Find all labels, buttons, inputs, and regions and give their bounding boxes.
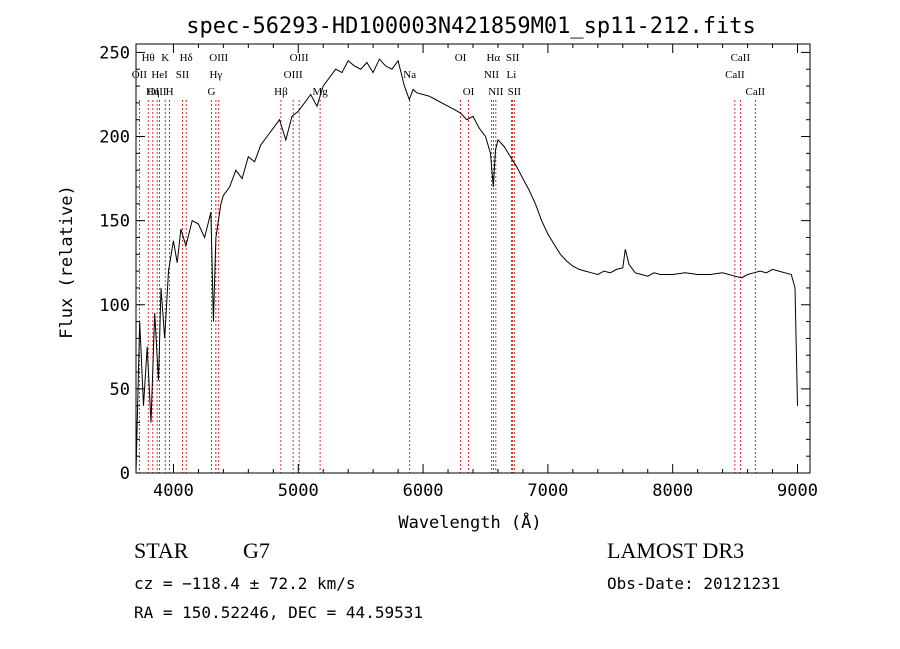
y-tick-label: 50: [110, 380, 130, 400]
object-class: STAR: [134, 538, 189, 563]
chart-title: spec-56293-HD100003N421859M01_sp11-212.f…: [186, 14, 756, 39]
y-tick-label: 200: [99, 128, 130, 148]
survey-name: LAMOST DR3: [607, 538, 745, 563]
spectral-line-label: Hδ: [180, 52, 193, 64]
spectral-line-label: SII: [176, 69, 190, 81]
spectral-line-label: G: [208, 86, 216, 98]
series-flux-line: [135, 58, 798, 474]
spectral-line-label: Hγ: [209, 69, 222, 81]
spectral-line-label: CaII: [725, 69, 745, 81]
spectral-line-label: NII: [484, 69, 500, 81]
coordinates: RA = 150.52246, DEC = 44.59531: [134, 603, 423, 622]
spectral-line-label: OII: [132, 69, 148, 81]
spectral-line-label: OIII: [290, 52, 309, 64]
spectral-line-label: Mg: [312, 86, 328, 98]
spectral-line-label: H: [166, 86, 174, 98]
y-axis-label: Flux (relative): [57, 185, 77, 339]
redshift-value: cz = −118.4 ± 72.2 km/s: [134, 574, 356, 593]
spectral-line-label: OI: [463, 86, 475, 98]
spectral-line-label: Hα: [486, 52, 500, 64]
spectral-line-label: K: [161, 52, 169, 64]
spectral-line-label: SII: [508, 86, 522, 98]
spectral-line-label: NII: [488, 86, 504, 98]
spectral-line-label: OI: [455, 52, 467, 64]
spectral-line-label: Li: [507, 69, 517, 81]
x-axis-label: Wavelength (Å): [398, 511, 541, 533]
spectral-line-label: Na: [403, 69, 416, 81]
x-tick-label: 6000: [403, 481, 444, 501]
spectral-line-label: HeI: [151, 69, 168, 81]
y-tick-label: 150: [99, 212, 130, 232]
spectral-line-label: SII: [506, 52, 520, 64]
obs-date: Obs-Date: 20121231: [607, 574, 781, 593]
spectral-line-label: CaII: [746, 86, 766, 98]
spectral-line-label: OIII: [209, 52, 228, 64]
x-tick-label: 9000: [777, 481, 818, 501]
spectral-line-label: Hη: [146, 86, 160, 98]
spectral-line-label: CaII: [731, 52, 751, 64]
y-tick-label: 0: [120, 464, 130, 484]
y-tick-label: 250: [99, 43, 130, 63]
spectral-line-label: OIII: [148, 86, 167, 98]
x-tick-label: 7000: [527, 481, 568, 501]
object-subclass: G7: [243, 538, 270, 563]
spectral-line-label: OIII: [284, 69, 303, 81]
spectral-line-label: Hβ: [274, 86, 288, 98]
y-tick-label: 100: [99, 296, 130, 316]
x-tick-label: 5000: [278, 481, 319, 501]
axis-ticks: 4000 5000 6000 7000 8000 9000 0 50 100 150 200 250: [99, 43, 818, 501]
x-tick-label: 8000: [652, 481, 693, 501]
plot-frame: [135, 43, 811, 474]
x-tick-label: 4000: [153, 481, 194, 501]
spectral-line-label: Hθ: [142, 52, 155, 64]
